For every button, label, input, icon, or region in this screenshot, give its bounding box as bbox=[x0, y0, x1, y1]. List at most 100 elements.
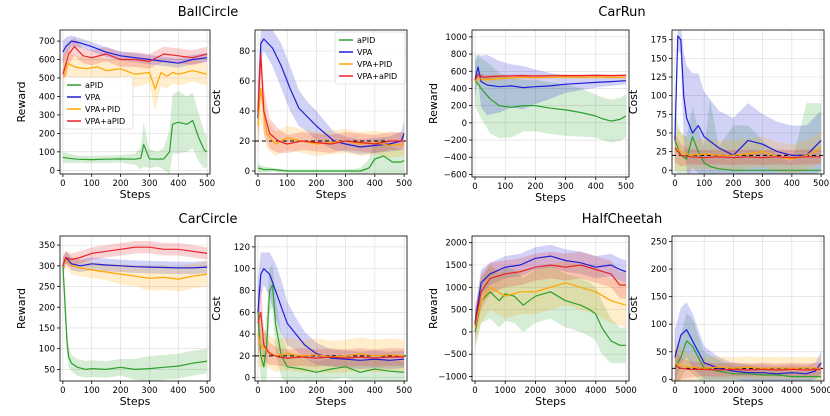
title-carcircle: CarCircle bbox=[179, 212, 238, 227]
carrun-reward-xlabel: Steps bbox=[535, 191, 566, 204]
carrun-reward-ytick-label: −200 bbox=[444, 136, 467, 146]
carrun-cost-ytick-label: 125 bbox=[651, 73, 667, 83]
carrun-reward-ytick-label: −400 bbox=[444, 153, 467, 163]
carrun-reward-xtick-label: 200 bbox=[527, 182, 543, 192]
carcircle-cost-xtick-label: 0 bbox=[255, 386, 260, 396]
ballcircle-cost-ytick-label: 80 bbox=[239, 47, 250, 57]
carcircle-reward-plot-area bbox=[60, 236, 210, 381]
ballcircle-cost-band-vpa-plus-pid bbox=[257, 58, 405, 158]
ballcircle-reward-panel: 0 100 200 300 400 500 0 100 200 300 400 500 600 700 St… bbox=[15, 29, 215, 201]
carcircle-cost-xtick-label: 200 bbox=[308, 386, 324, 396]
halfcheetah-cost-band-apid bbox=[674, 313, 822, 381]
ballcircle-reward-band-vpa-plus-pid bbox=[62, 48, 208, 112]
ballcircle-cost-legend-label-vpa-plus-apid: VPA+aPID bbox=[357, 72, 397, 81]
carrun-cost-line-vpa-plus-pid bbox=[674, 147, 822, 160]
carrun-reward-xtick-label: 400 bbox=[588, 182, 604, 192]
halfcheetah-cost-frame bbox=[671, 235, 825, 382]
ballcircle-reward-line-vpa-plus-pid bbox=[62, 62, 208, 90]
carcircle-reward-line-vpa-plus-apid bbox=[62, 246, 208, 266]
carrun-cost-line-vpa bbox=[674, 35, 822, 156]
carrun-cost-frame bbox=[671, 29, 825, 175]
carcircle-reward-ytick-label: 100 bbox=[39, 345, 55, 355]
ballcircle-reward-band-vpa bbox=[62, 35, 208, 68]
carcircle-reward-line-vpa bbox=[62, 256, 208, 269]
carrun-cost-xtick-label: 0 bbox=[672, 179, 677, 189]
title-carrun: CarRun bbox=[598, 5, 645, 20]
carcircle-reward-ytick-label: 250 bbox=[39, 283, 55, 293]
ballcircle-cost-xtick-label: 400 bbox=[367, 179, 383, 189]
carcircle-reward-xlabel: Steps bbox=[120, 395, 151, 408]
carrun-reward-panel: 0 100 200 300 400 500 −600 −400 −200 0 200 400 600 80… bbox=[427, 29, 634, 204]
carcircle-reward-ytick-label: 350 bbox=[39, 241, 55, 251]
carrun-reward-ytick-label: 600 bbox=[451, 67, 467, 77]
carcircle-reward-band-vpa bbox=[62, 251, 208, 275]
carrun-cost-ytick-label: 50 bbox=[656, 129, 667, 139]
carcircle-cost-xtick-label: 100 bbox=[279, 386, 295, 396]
carcircle-reward-xtick-label: 0 bbox=[60, 386, 65, 396]
carcircle-cost-line-apid bbox=[257, 284, 405, 373]
ballcircle-reward-ytick-label: 700 bbox=[39, 37, 55, 47]
halfcheetah-reward-line-apid bbox=[474, 291, 626, 346]
carcircle-reward-xtick-label: 400 bbox=[170, 386, 186, 396]
ballcircle-cost-band-vpa bbox=[257, 30, 405, 155]
plots-layer: 0 100 200 300 400 5000100200300400500600700St… bbox=[15, 29, 830, 408]
carrun-cost-ytick-label: 175 bbox=[651, 36, 667, 46]
carcircle-reward-panel: 0 100 200 300 400 500 50 100 150 200 250 300 350 Step… bbox=[15, 235, 215, 408]
carrun-cost-data bbox=[672, 30, 824, 174]
ballcircle-cost-legend-label-vpa-plus-pid: VPA+PID bbox=[357, 60, 392, 69]
carrun-cost-xtick-label: 300 bbox=[754, 179, 770, 189]
halfcheetah-cost-ytick-label: 250 bbox=[651, 238, 667, 248]
carcircle-reward-ytick-label: 200 bbox=[39, 303, 55, 313]
ballcircle-reward-ytick-label: 0 bbox=[50, 166, 55, 176]
halfcheetah-reward-ylabel: Reward bbox=[427, 288, 440, 329]
carrun-reward-band-apid bbox=[475, 54, 626, 143]
carrun-cost-xtick-label: 100 bbox=[696, 179, 712, 189]
carrun-cost-ylabel: Cost bbox=[627, 89, 640, 114]
halfcheetah-reward-band-vpa-plus-pid bbox=[475, 260, 626, 346]
carcircle-cost-band-vpa-plus-apid bbox=[257, 279, 405, 367]
carcircle-reward-xtick-label: 100 bbox=[84, 386, 100, 396]
halfcheetah-cost-line-vpa bbox=[674, 329, 822, 375]
carrun-cost-ytick-label: 75 bbox=[656, 110, 667, 120]
carcircle-reward-data bbox=[62, 241, 208, 381]
carrun-reward-ytick-label: 1000 bbox=[445, 33, 467, 43]
ballcircle-cost-xtick-label: 0 bbox=[255, 179, 260, 189]
carrun-reward-frame bbox=[471, 29, 630, 178]
carrun-reward-xtick-label: 300 bbox=[557, 182, 573, 192]
ballcircle-reward-ytick-label: 400 bbox=[39, 92, 55, 102]
halfcheetah-cost-line-vpa-plus-pid bbox=[674, 362, 822, 369]
ballcircle-reward-legend-label-vpa-plus-apid: VPA+aPID bbox=[85, 117, 125, 126]
carcircle-cost-ytick-label: 60 bbox=[239, 308, 250, 318]
halfcheetah-reward-plot-area bbox=[472, 236, 629, 381]
halfcheetah-reward-ytick-label: 2000 bbox=[445, 239, 467, 249]
ballcircle-cost-line-apid bbox=[257, 155, 405, 172]
ballcircle-cost-legend-label-apid: aPID bbox=[357, 36, 375, 45]
halfcheetah-cost-xtick-label: 4000 bbox=[781, 386, 803, 396]
carrun-cost-line-vpa-plus-apid bbox=[674, 147, 822, 159]
carrun-cost-band-apid bbox=[674, 99, 822, 174]
ballcircle-cost-xtick-label: 100 bbox=[279, 179, 295, 189]
ballcircle-reward-legend-label-vpa-plus-pid: VPA+PID bbox=[85, 105, 120, 114]
carrun-reward-xtick-label: 100 bbox=[497, 182, 513, 192]
halfcheetah-cost-line-apid bbox=[674, 340, 822, 378]
ballcircle-reward-ytick-label: 600 bbox=[39, 56, 55, 66]
ballcircle-cost-legend-box bbox=[334, 31, 406, 85]
carrun-cost-panel: 0 100 200 300 400 500 0 25 50 75 100 125 150 175 Steps… bbox=[627, 29, 829, 201]
carcircle-cost-ytick-label: 120 bbox=[234, 243, 250, 253]
carcircle-cost-band-apid bbox=[257, 263, 405, 381]
carcircle-cost-xlabel: Steps bbox=[316, 395, 347, 408]
ballcircle-cost-legend: aPID VPA VPA+PID VPA+aPID bbox=[334, 31, 406, 85]
ballcircle-cost-xtick-label: 300 bbox=[337, 179, 353, 189]
carcircle-reward-line-apid bbox=[62, 265, 208, 370]
halfcheetah-cost-ytick-label: 150 bbox=[651, 293, 667, 303]
halfcheetah-reward-xlabel: Steps bbox=[535, 395, 566, 408]
carcircle-reward-xtick-label: 300 bbox=[141, 386, 157, 396]
halfcheetah-reward-xtick-label: 1000 bbox=[494, 386, 516, 396]
carcircle-cost-ytick-label: 80 bbox=[239, 287, 250, 297]
halfcheetah-reward-xtick-label: 5000 bbox=[615, 386, 637, 396]
carcircle-cost-frame bbox=[254, 235, 408, 382]
carcircle-cost-ytick-label: 0 bbox=[245, 374, 250, 384]
halfcheetah-reward-ytick-label: 0 bbox=[462, 328, 467, 338]
carcircle-reward-ylabel: Reward bbox=[15, 288, 28, 329]
carrun-cost-ytick-label: 100 bbox=[651, 92, 667, 102]
